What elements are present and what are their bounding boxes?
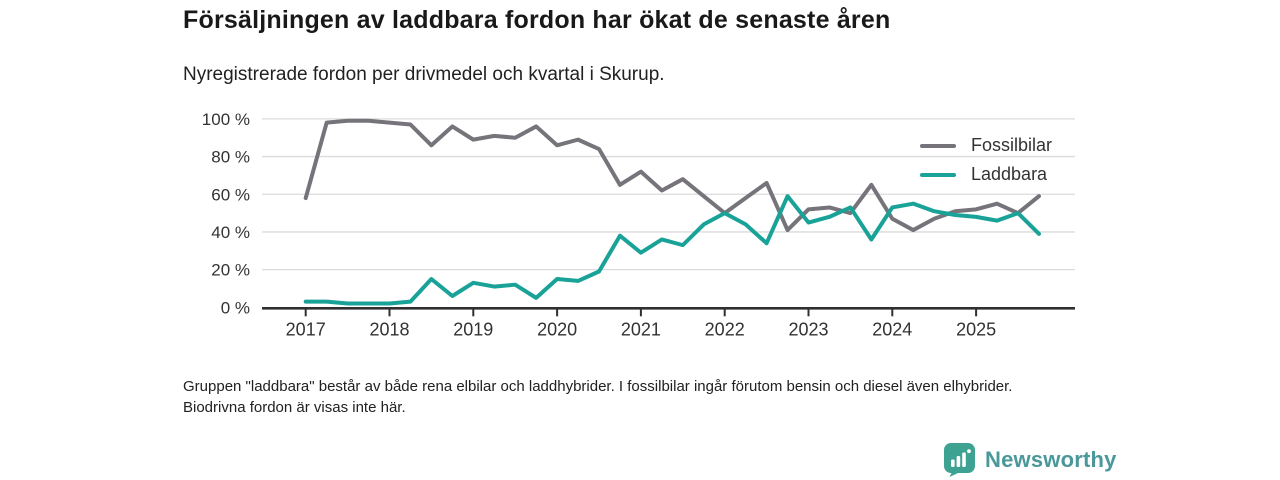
x-axis-tick-label: 2020: [537, 319, 577, 339]
fossilbilar-line-swatch: [920, 143, 956, 148]
x-axis-tick-label: 2021: [621, 319, 661, 339]
x-axis-tick-label: 2022: [705, 319, 745, 339]
newsworthy-logo[interactable]: Newsworthy: [944, 443, 1117, 477]
chart-legend: Fossilbilar Laddbara: [920, 131, 1052, 189]
legend-label: Laddbara: [971, 164, 1048, 184]
laddbara-line-swatch: [920, 172, 956, 177]
y-axis-tick-label: 40 %: [211, 223, 250, 242]
legend-item-laddbara: Laddbara: [920, 160, 1052, 189]
legend-label: Fossilbilar: [971, 135, 1053, 155]
legend-item-fossilbilar: Fossilbilar: [920, 131, 1052, 160]
chart-subtitle: Nyregistrerade fordon per drivmedel och …: [183, 64, 665, 85]
series-line-laddbara: [303, 194, 1041, 306]
x-axis-tick-label: 2019: [453, 319, 493, 339]
newsworthy-logo-text: Newsworthy: [985, 447, 1117, 472]
chart-footnote: Gruppen "laddbara" består av både rena e…: [183, 378, 1013, 416]
x-axis-tick-label: 2024: [872, 319, 912, 339]
y-axis-tick-label: 20 %: [211, 261, 250, 280]
y-axis-tick-label: 60 %: [211, 185, 250, 204]
y-axis-tick-label: 100 %: [202, 110, 250, 129]
x-axis-tick-label: 2025: [956, 319, 996, 339]
newsworthy-logo-icon: [944, 443, 975, 477]
x-axis-tick-label: 2018: [369, 319, 409, 339]
page-title: Försäljningen av laddbara fordon har öka…: [183, 6, 891, 34]
x-axis-tick-label: 2017: [286, 319, 326, 339]
x-axis-tick-label: 2023: [788, 319, 828, 339]
y-axis-tick-label: 0 %: [221, 298, 250, 317]
y-axis-tick-label: 80 %: [211, 148, 250, 167]
